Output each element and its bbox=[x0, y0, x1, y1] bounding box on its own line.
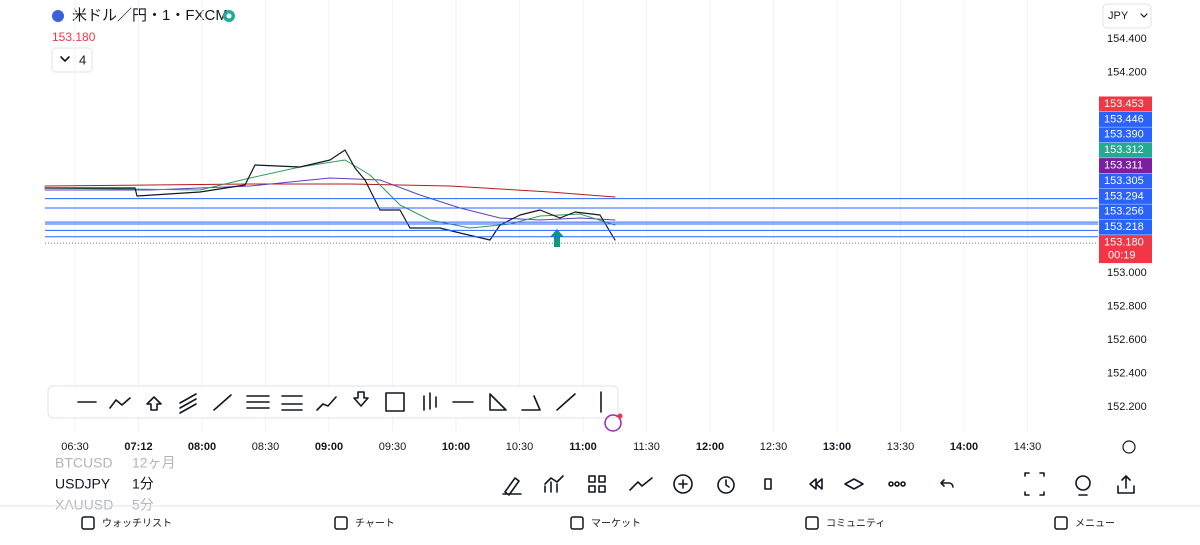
time-tick-label: 10:30 bbox=[506, 441, 534, 453]
watch-interval[interactable]: 12ヶ月 bbox=[132, 455, 176, 471]
ma-short bbox=[44, 159, 616, 229]
indicator-toggle[interactable] bbox=[51, 47, 93, 73]
price-axis: 154.400 154.200 153.000 152.800 152.600 152.4… bbox=[45, 33, 1152, 413]
price-tick-label: 152.800 bbox=[1107, 301, 1147, 313]
price-label-bg bbox=[1099, 127, 1152, 143]
price-label: 153.294 bbox=[1104, 190, 1144, 202]
nav-icon bbox=[1054, 516, 1068, 530]
price-tick-label: 154.400 bbox=[1107, 33, 1147, 45]
price-label-bg bbox=[1099, 111, 1152, 127]
price-label: 153.305 bbox=[1104, 175, 1144, 187]
nav-icon bbox=[334, 516, 348, 530]
watchlist: BTCUSD 12ヶ月 USDJPY 1分 XAUUSD 5分 bbox=[55, 455, 176, 513]
nav-item[interactable]: マーケット bbox=[591, 518, 641, 530]
price-label: 153.311 bbox=[1104, 160, 1143, 172]
price-label: 153.218 bbox=[1104, 221, 1144, 233]
price-tick-label: 152.400 bbox=[1107, 367, 1147, 379]
nav-icon bbox=[81, 516, 95, 530]
price-label: 153.453 bbox=[1104, 98, 1144, 110]
nav-item[interactable]: コミュニティ bbox=[826, 519, 885, 530]
nav-icon bbox=[570, 516, 584, 530]
time-tick-label: 12:30 bbox=[760, 441, 788, 453]
time-tick-label: 07:12 bbox=[124, 441, 152, 453]
symbol-title[interactable]: 米ドル／円・1・FXCM bbox=[72, 7, 228, 24]
last-price: 153.180 bbox=[52, 30, 96, 44]
price-line bbox=[44, 149, 616, 241]
nav-item[interactable]: チャート bbox=[355, 518, 395, 530]
price-label-bg bbox=[1099, 158, 1152, 174]
chevron bbox=[60, 56, 70, 62]
price-tick-label: 152.600 bbox=[1107, 334, 1147, 346]
time-tick-label: 09:00 bbox=[315, 441, 343, 453]
watch-interval[interactable]: 5分 bbox=[132, 497, 154, 513]
alert-dot bbox=[617, 413, 623, 419]
price-label-bg bbox=[1099, 219, 1152, 235]
time-grid bbox=[74, 0, 1028, 432]
time-tick-label: 13:30 bbox=[887, 441, 915, 453]
price-label-bg bbox=[1099, 96, 1152, 112]
flag-icon bbox=[52, 10, 64, 22]
price-tick-label: 154.200 bbox=[1107, 66, 1147, 78]
price-tick-label: 153.000 bbox=[1107, 267, 1147, 279]
chevron bbox=[1140, 13, 1148, 18]
time-tick-label: 08:30 bbox=[252, 441, 280, 453]
time-tick-label: 12:00 bbox=[696, 441, 724, 453]
market-status-dot bbox=[226, 13, 232, 19]
watch-symbol[interactable]: USDJPY bbox=[55, 476, 111, 492]
ma-mid bbox=[44, 177, 616, 221]
watch-symbol[interactable]: BTCUSD bbox=[55, 455, 113, 471]
time-tick-label: 13:00 bbox=[823, 441, 851, 453]
currency: JPY bbox=[1108, 10, 1129, 22]
time-tick-label: 06:30 bbox=[61, 441, 89, 453]
nav-item[interactable]: ウォッチリスト bbox=[102, 518, 172, 530]
alert-icon[interactable] bbox=[604, 414, 622, 432]
chart-toolbar[interactable] bbox=[502, 472, 1135, 496]
price-label-bg bbox=[1099, 173, 1152, 189]
nav-item[interactable]: メニュー bbox=[1075, 519, 1115, 530]
time-tick-label: 09:30 bbox=[379, 441, 407, 453]
countdown: 00:19 bbox=[1108, 250, 1136, 262]
nav-bar: ウォッチリスト チャート マーケット コミュニティ メニュー bbox=[81, 516, 1115, 530]
price-label: 153.256 bbox=[1104, 206, 1144, 218]
time-tick-label: 14:30 bbox=[1014, 441, 1042, 453]
drawing-toolbar bbox=[47, 385, 619, 419]
time-tick-label: 08:00 bbox=[188, 441, 216, 453]
time-tick-label: 10:00 bbox=[442, 441, 470, 453]
time-axis: 06:30 07:12 08:00 08:30 09:00 09:30 10:00 10:30… bbox=[61, 441, 1041, 453]
time-tick-label: 11:30 bbox=[633, 441, 660, 453]
currency-select[interactable] bbox=[1102, 3, 1152, 29]
price-tick-label: 152.200 bbox=[1107, 401, 1147, 413]
price-label: 153.390 bbox=[1104, 129, 1144, 141]
time-tick-label: 14:00 bbox=[950, 441, 978, 453]
price-label-bg bbox=[1099, 142, 1152, 158]
watch-symbol[interactable]: XAUUSD bbox=[55, 497, 113, 513]
price-label-bg bbox=[1099, 235, 1152, 264]
buy-arrow bbox=[550, 229, 564, 247]
settings[interactable] bbox=[1122, 440, 1136, 454]
time-tick-label: 11:00 bbox=[569, 441, 597, 453]
watch-interval[interactable]: 1分 bbox=[132, 476, 154, 492]
nav-icon bbox=[805, 516, 819, 530]
price-label: 153.446 bbox=[1104, 113, 1144, 125]
price-label: 153.312 bbox=[1104, 144, 1144, 156]
price-label-bg bbox=[1099, 204, 1152, 220]
drawing-tools[interactable] bbox=[77, 391, 602, 414]
ma-long bbox=[44, 183, 616, 198]
price-label: 153.180 bbox=[1104, 237, 1144, 249]
indicator-count: 4 bbox=[79, 52, 86, 67]
price-label-bg bbox=[1099, 188, 1152, 204]
